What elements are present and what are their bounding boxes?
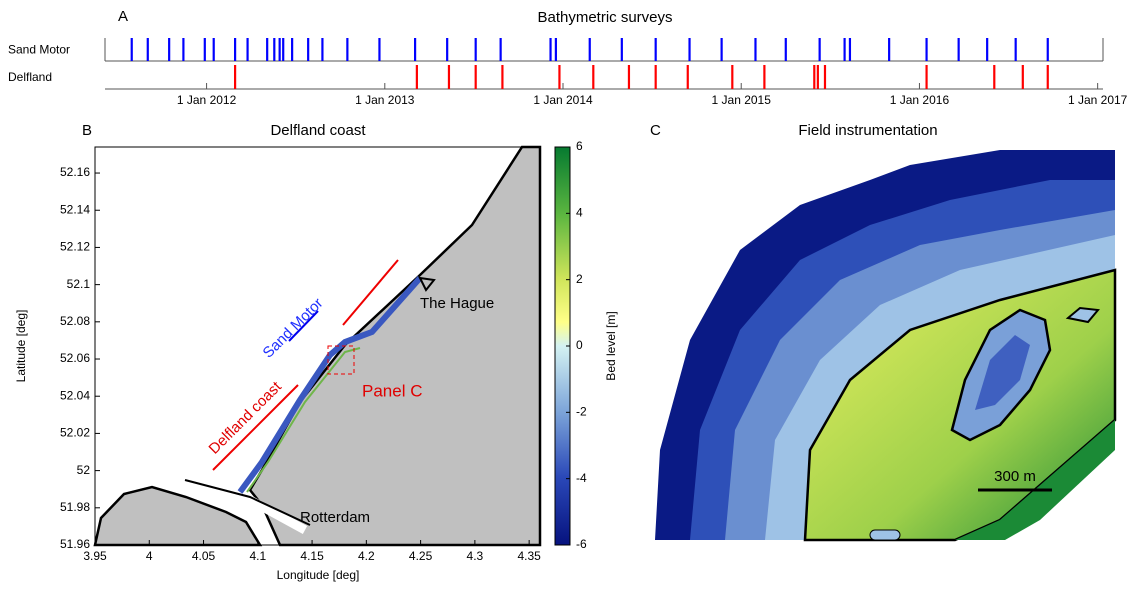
panel-title: Bathymetric surveys [537, 9, 672, 26]
bathymetry-image: 300 m [655, 150, 1117, 542]
x-tick-label: 4.1 [249, 549, 266, 563]
y-tick-label: 51.98 [60, 500, 90, 514]
arrow [288, 310, 319, 342]
x-tick-label: 4.3 [467, 549, 484, 563]
x-tick-label: 1 Jan 2017 [1068, 93, 1128, 107]
bathymetry [246, 347, 361, 493]
harbour [418, 276, 436, 292]
x-tick-label: 1 Jan 2012 [177, 93, 237, 107]
y-tick-label: 52.16 [60, 165, 90, 179]
x-tick-label: 1 Jan 2013 [355, 93, 415, 107]
y-axis-label: Latitude [deg] [14, 310, 28, 383]
y-tick-label: 52.12 [60, 240, 90, 254]
x-tick-label: 1 Jan 2014 [533, 93, 593, 107]
y-tick-label: 52.04 [60, 388, 90, 402]
y-tick-label: 52.14 [60, 202, 90, 216]
colorbar-tick-label: 2 [576, 272, 583, 286]
annotation: The Hague [420, 295, 494, 312]
colorbar-label: Bed level [m] [604, 311, 618, 380]
annotation: Rotterdam [300, 509, 370, 526]
x-tick-label: 4 [146, 549, 153, 563]
bathymetry [237, 276, 423, 494]
axes-frame [94, 146, 541, 546]
colorbar-tick-label: 6 [576, 139, 583, 153]
panel-title: Delfland coast [270, 122, 366, 139]
panel-title: Field instrumentation [798, 122, 937, 139]
y-tick-label: 52.06 [60, 351, 90, 365]
x-tick-label: 4.2 [358, 549, 375, 563]
river-bank [184, 479, 311, 526]
panel-label: A [118, 8, 128, 25]
x-tick-label: 4.05 [192, 549, 216, 563]
colorbar-tick-label: -4 [576, 471, 587, 485]
x-tick-label: 3.95 [83, 549, 107, 563]
colorbar-tick-label: 4 [576, 206, 583, 220]
arrow [342, 259, 399, 326]
x-tick-label: 4.15 [300, 549, 324, 563]
x-tick-label: 4.25 [409, 549, 433, 563]
colorbar-tick-label: -2 [576, 405, 587, 419]
y-tick-label: 52.08 [60, 314, 90, 328]
y-tick-label: 52 [77, 463, 91, 477]
arrow [212, 384, 299, 471]
map: The Hague Rotterdam Sand Motor Delfland … [93, 145, 542, 547]
legend-label: Sand Motor [8, 43, 70, 57]
colorbar-tick-label: 0 [576, 338, 583, 352]
annotation: Panel C [362, 381, 422, 400]
x-tick-label: 1 Jan 2016 [890, 93, 950, 107]
panel-label: B [82, 122, 92, 139]
panel-label: C [650, 122, 661, 139]
x-tick-label: 1 Jan 2015 [712, 93, 772, 107]
legend-label: Delfland [8, 70, 52, 84]
scale-bar-label: 300 m [994, 468, 1036, 485]
y-tick-label: 52.02 [60, 426, 90, 440]
colorbar-tick-label: -6 [576, 537, 587, 551]
x-axis-label: Longitude [deg] [277, 568, 360, 582]
y-tick-label: 51.96 [60, 537, 90, 551]
x-tick-label: 4.35 [517, 549, 541, 563]
panel-c-box [327, 345, 355, 375]
y-tick-label: 52.1 [67, 277, 91, 291]
land [93, 485, 263, 547]
